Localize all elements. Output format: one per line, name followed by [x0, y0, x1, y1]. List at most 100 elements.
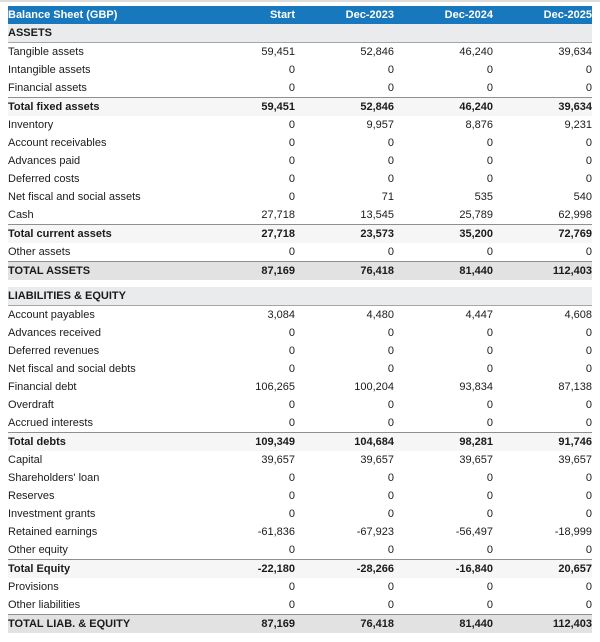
cell-value: 91,746 — [493, 432, 592, 451]
table-row: Deferred revenues 0 0 0 0 — [8, 342, 592, 360]
row-label: Retained earnings — [8, 526, 98, 538]
cell-value: 0 — [288, 490, 295, 502]
row-label: Net fiscal and social assets — [8, 191, 141, 203]
cell-value: 0 — [387, 417, 394, 429]
subtotal-row: Total current assets 27,718 23,573 35,200 72… — [8, 224, 592, 243]
cell-value: 0 — [486, 399, 493, 411]
cell-value: 0 — [585, 363, 592, 375]
column-header: Dec-2023 — [295, 6, 394, 24]
section-title: LIABILITIES & EQUITY — [8, 287, 592, 306]
cell-value: 27,718 — [261, 209, 295, 221]
cell-value: 0 — [288, 417, 295, 429]
cell-value: 39,634 — [493, 97, 592, 116]
cell-value: -61,836 — [257, 526, 295, 538]
cell-value: 0 — [387, 508, 394, 520]
cell-value: 0 — [288, 246, 295, 258]
cell-value: 0 — [585, 173, 592, 185]
row-label: Net fiscal and social debts — [8, 363, 136, 375]
row-label: Advances received — [8, 327, 101, 339]
table-row: Account payables 3,084 4,480 4,447 4,608 — [8, 306, 592, 325]
row-label: Financial assets — [8, 82, 87, 94]
row-label: Shareholders' loan — [8, 472, 100, 484]
cell-value: 0 — [387, 581, 394, 593]
cell-value: 0 — [585, 599, 592, 611]
cell-value: 0 — [585, 544, 592, 556]
cell-value: 3,084 — [267, 309, 295, 321]
row-label: Total debts — [8, 432, 196, 451]
table-row: Other equity 0 0 0 0 — [8, 541, 592, 560]
table-row: Accrued interests 0 0 0 0 — [8, 414, 592, 433]
cell-value: 0 — [288, 173, 295, 185]
cell-value: 4,480 — [366, 309, 394, 321]
cell-value: 25,789 — [459, 209, 493, 221]
cell-value: -16,840 — [394, 559, 493, 578]
total-row: TOTAL LIAB. & EQUITY 87,169 76,418 81,440 11… — [8, 614, 592, 633]
cell-value: 0 — [486, 508, 493, 520]
row-label: Cash — [8, 209, 34, 221]
cell-value: 0 — [486, 155, 493, 167]
table-row: Retained earnings -61,836 -67,923 -56,497 -1… — [8, 523, 592, 541]
cell-value: 0 — [585, 490, 592, 502]
cell-value: 0 — [486, 173, 493, 185]
cell-value: 0 — [486, 490, 493, 502]
row-label: Intangible assets — [8, 64, 91, 76]
cell-value: 0 — [486, 417, 493, 429]
cell-value: 0 — [585, 508, 592, 520]
cell-value: 76,418 — [295, 261, 394, 280]
cell-value: 4,447 — [465, 309, 493, 321]
cell-value: 0 — [585, 64, 592, 76]
cell-value: 9,957 — [366, 119, 394, 131]
table-row: Tangible assets 59,451 52,846 46,240 39,634 — [8, 43, 592, 62]
cell-value: 109,349 — [196, 432, 295, 451]
cell-value: 0 — [585, 137, 592, 149]
row-label: Other assets — [8, 246, 71, 258]
cell-value: -67,923 — [356, 526, 394, 538]
cell-value: 76,418 — [295, 614, 394, 633]
cell-value: 0 — [288, 581, 295, 593]
table-row: Cash 27,718 13,545 25,789 62,998 — [8, 206, 592, 225]
cell-value: -28,266 — [295, 559, 394, 578]
cell-value: 0 — [486, 327, 493, 339]
cell-value: 39,634 — [558, 46, 592, 58]
cell-value: 87,169 — [196, 614, 295, 633]
row-label: Capital — [8, 454, 43, 466]
cell-value: 0 — [387, 472, 394, 484]
cell-value: 0 — [288, 119, 295, 131]
cell-value: 0 — [486, 246, 493, 258]
row-label: Account payables — [8, 309, 95, 321]
row-label: Tangible assets — [8, 46, 84, 58]
cell-value: -18,999 — [554, 526, 592, 538]
cell-value: 9,231 — [564, 119, 592, 131]
cell-value: 0 — [387, 155, 394, 167]
cell-value: 39,657 — [558, 454, 592, 466]
section-title: ASSETS — [8, 24, 592, 43]
cell-value: 0 — [486, 472, 493, 484]
row-label: Accrued interests — [8, 417, 93, 429]
row-label: Account receivables — [8, 137, 107, 149]
cell-value: 0 — [585, 345, 592, 357]
cell-value: 0 — [387, 345, 394, 357]
cell-value: 46,240 — [394, 97, 493, 116]
row-label: Provisions — [8, 581, 59, 593]
cell-value: 4,608 — [564, 309, 592, 321]
cell-value: 0 — [585, 327, 592, 339]
cell-value: 0 — [585, 581, 592, 593]
cell-value: 52,846 — [360, 46, 394, 58]
table-row: Deferred costs 0 0 0 0 — [8, 170, 592, 188]
row-label: Other equity — [8, 544, 68, 556]
row-label: Total current assets — [8, 224, 196, 243]
cell-value: 52,846 — [295, 97, 394, 116]
table-header-row: Balance Sheet (GBP) Start Dec-2023 Dec-202… — [8, 6, 592, 24]
cell-value: 81,440 — [394, 614, 493, 633]
cell-value: 0 — [387, 137, 394, 149]
cell-value: 0 — [288, 191, 295, 203]
cell-value: 0 — [387, 64, 394, 76]
table-row: Other assets 0 0 0 0 — [8, 243, 592, 262]
table-row: Other liabilities 0 0 0 0 — [8, 596, 592, 615]
table-row: Advances paid 0 0 0 0 — [8, 152, 592, 170]
cell-value: 8,876 — [465, 119, 493, 131]
cell-value: 100,204 — [354, 381, 394, 393]
total-row: TOTAL ASSETS 87,169 76,418 81,440 112,403 — [8, 261, 592, 280]
column-header: Dec-2024 — [394, 6, 493, 24]
cell-value: 112,403 — [493, 614, 592, 633]
